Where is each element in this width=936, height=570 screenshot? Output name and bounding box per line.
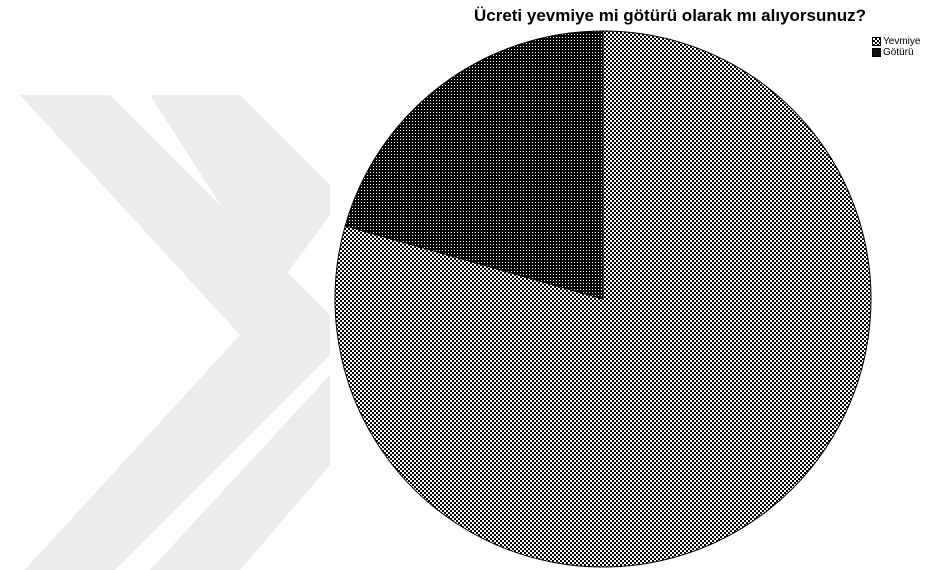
legend-item-yevmiye: Yevmiye (872, 36, 920, 47)
legend-item-goturu: Götürü (872, 47, 920, 58)
pie-slice-goturu (344, 30, 604, 300)
pie-slices (334, 30, 872, 568)
legend-swatch-yevmiye (872, 37, 881, 46)
watermark-chevrons (20, 95, 330, 570)
legend: Yevmiye Götürü (872, 36, 920, 58)
legend-label-goturu: Götürü (883, 47, 914, 58)
legend-label-yevmiye: Yevmiye (883, 36, 921, 47)
chart-title: Ücreti yevmiye mi götürü olarak mı alıyo… (473, 6, 867, 25)
legend-swatch-goturu (872, 48, 881, 57)
